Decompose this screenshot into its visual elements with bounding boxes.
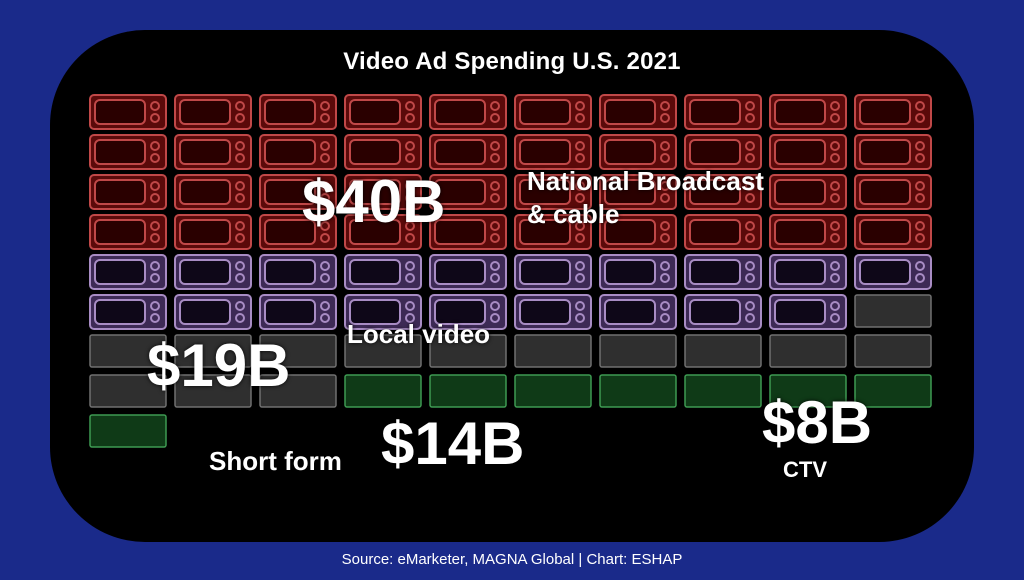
crt-tv-icon [429,254,507,290]
crt-tv-icon [174,94,252,130]
flat-screen-icon [429,374,507,408]
crt-tv-icon [599,294,677,330]
crt-tv-icon [174,254,252,290]
crt-tv-icon [344,134,422,170]
crt-tv-icon [854,214,932,250]
crt-tv-icon [89,174,167,210]
local-value-label: $19B [147,332,291,399]
chart-title: Video Ad Spending U.S. 2021 [343,48,681,75]
crt-tv-icon [769,294,847,330]
crt-tv-icon [259,294,337,330]
crt-tv-icon [599,134,677,170]
crt-tv-icon [684,214,762,250]
crt-tv-icon [769,94,847,130]
national-series-label: National Broadcast & cable [527,166,764,229]
flat-screen-icon [854,374,932,408]
crt-tv-icon [259,94,337,130]
local-series-label: Local video [347,319,491,349]
flat-screen-icon [174,334,252,368]
crt-tv-icon [259,174,337,210]
ctv-series-label: CTV [783,457,827,482]
crt-tv-icon [684,294,762,330]
flat-screen-icon [259,374,337,408]
crt-tv-icon [259,134,337,170]
crt-tv-icon [344,254,422,290]
flat-screen-icon [429,334,507,368]
crt-tv-icon [174,134,252,170]
flat-screen-icon [854,334,932,368]
flat-screen-icon [684,374,762,408]
crt-tv-icon [684,134,762,170]
crt-tv-icon [89,134,167,170]
flat-screen-icon [599,374,677,408]
source-note: Source: eMarketer, MAGNA Global | Chart:… [341,551,683,568]
crt-tv-icon [599,254,677,290]
flat-screen-icon [514,334,592,368]
crt-tv-icon [684,174,762,210]
crt-tv-icon [89,294,167,330]
flat-screen-icon [514,374,592,408]
crt-tv-icon [174,294,252,330]
crt-tv-icon [514,94,592,130]
crt-tv-icon [514,134,592,170]
crt-tv-icon [599,214,677,250]
flat-screen-icon [344,374,422,408]
shortform-series-label: Short form [209,446,342,476]
crt-tv-icon [344,214,422,250]
crt-tv-icon [89,94,167,130]
crt-tv-icon [514,214,592,250]
ctv-value-label: $8B [762,389,873,456]
crt-tv-icon [429,214,507,250]
flat-screen-icon [769,374,847,408]
flat-screen-icon [599,334,677,368]
flat-screen-icon [854,294,932,328]
shortform-value-label: $14B [381,410,525,477]
crt-tv-icon [599,94,677,130]
flat-screen-icon [89,374,167,408]
crt-tv-icon [769,174,847,210]
flat-screen-icon [259,334,337,368]
flat-screen-icon [174,374,252,408]
flat-screen-icon [89,414,167,448]
crt-tv-icon [429,294,507,330]
flat-screen-icon [684,334,762,368]
flat-screen-icon [769,334,847,368]
crt-tv-icon [259,214,337,250]
crt-tv-icon [429,174,507,210]
flat-screen-icon [89,334,167,368]
crt-tv-icon [344,294,422,330]
crt-tv-icon [769,254,847,290]
flat-screen-icon [344,334,422,368]
crt-tv-icon [684,254,762,290]
crt-tv-icon [514,294,592,330]
crt-tv-icon [769,214,847,250]
crt-tv-icon [344,94,422,130]
crt-tv-icon [514,254,592,290]
crt-tv-icon [89,254,167,290]
crt-tv-icon [174,174,252,210]
crt-tv-icon [684,94,762,130]
crt-tv-icon [769,134,847,170]
crt-tv-icon [599,174,677,210]
crt-tv-icon [174,214,252,250]
crt-tv-icon [89,214,167,250]
crt-tv-icon [429,94,507,130]
crt-tv-icon [514,174,592,210]
crt-tv-icon [429,134,507,170]
crt-tv-icon [854,134,932,170]
national-value-label: $40B [302,168,446,235]
crt-tv-icon [854,94,932,130]
crt-tv-icon [259,254,337,290]
crt-tv-icon [344,174,422,210]
crt-tv-icon [854,254,932,290]
crt-tv-icon [854,174,932,210]
